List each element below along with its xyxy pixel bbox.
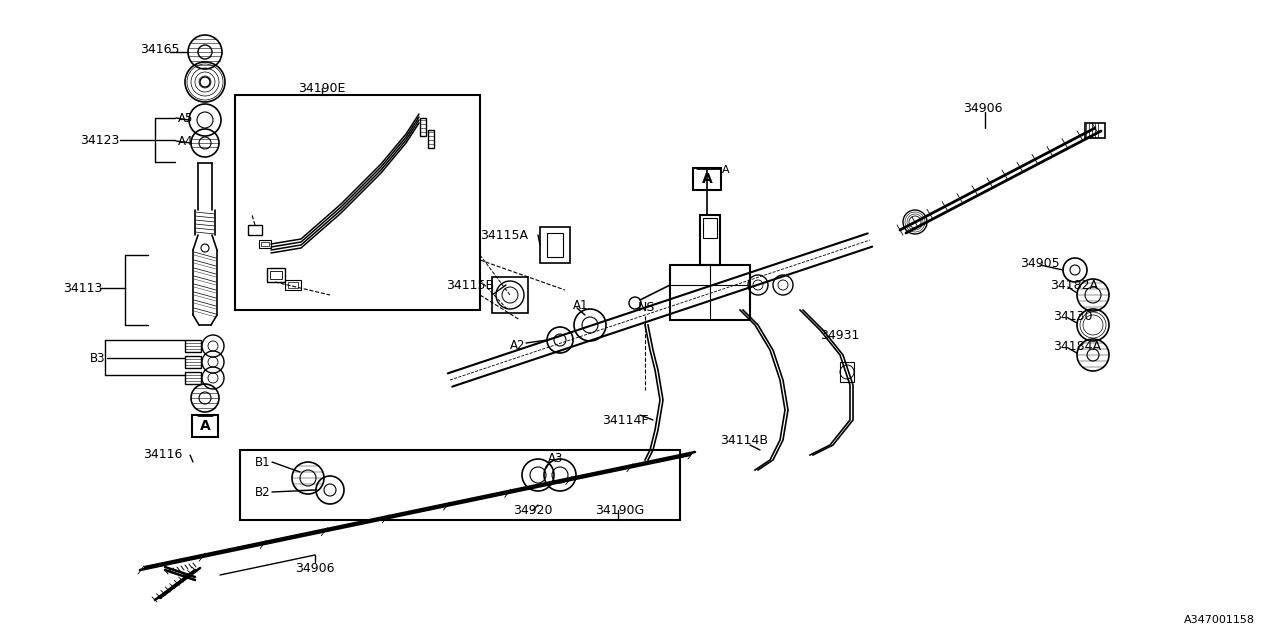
Bar xyxy=(840,362,854,382)
Bar xyxy=(492,277,529,313)
Text: A: A xyxy=(200,419,210,433)
Text: 34184A: 34184A xyxy=(1053,339,1101,353)
Bar xyxy=(547,233,563,257)
Text: 34114F: 34114F xyxy=(602,413,649,426)
Bar xyxy=(186,356,201,368)
Text: 34906: 34906 xyxy=(296,561,335,575)
Text: 34115A: 34115A xyxy=(480,228,529,241)
Bar xyxy=(540,227,570,263)
Bar xyxy=(186,372,201,384)
Text: 34905: 34905 xyxy=(1020,257,1060,269)
Bar xyxy=(241,450,680,520)
Text: A3: A3 xyxy=(548,451,563,465)
Text: B2: B2 xyxy=(255,486,270,499)
Bar xyxy=(259,240,271,248)
Text: A: A xyxy=(701,172,713,186)
Text: 34130: 34130 xyxy=(1053,310,1093,323)
Bar xyxy=(700,215,721,265)
Text: A5: A5 xyxy=(178,111,193,125)
Text: B3: B3 xyxy=(90,351,105,365)
Bar xyxy=(285,280,301,290)
Text: A: A xyxy=(722,165,730,175)
Text: A1: A1 xyxy=(573,298,589,312)
Bar xyxy=(270,271,282,279)
Text: NS: NS xyxy=(637,301,655,314)
Bar xyxy=(669,265,750,320)
Circle shape xyxy=(201,244,209,252)
Text: B1: B1 xyxy=(255,456,270,468)
Text: 34113: 34113 xyxy=(63,282,102,294)
Bar xyxy=(428,130,434,148)
Text: 34190E: 34190E xyxy=(298,81,346,95)
Text: 34165: 34165 xyxy=(140,42,179,56)
Bar xyxy=(703,218,717,238)
Bar xyxy=(268,268,285,282)
Bar xyxy=(192,415,218,437)
Text: 34931: 34931 xyxy=(820,328,859,342)
Text: 34906: 34906 xyxy=(963,102,1002,115)
Text: A2: A2 xyxy=(509,339,526,351)
Text: 34123: 34123 xyxy=(81,134,119,147)
Text: 34115B: 34115B xyxy=(445,278,494,291)
Bar xyxy=(692,168,721,190)
Bar xyxy=(288,282,298,288)
Bar xyxy=(248,225,262,235)
Text: 34190G: 34190G xyxy=(595,504,644,516)
Bar xyxy=(420,118,426,136)
Bar xyxy=(1085,123,1105,138)
Text: 34114B: 34114B xyxy=(721,433,768,447)
Bar xyxy=(186,340,201,352)
Text: 34182A: 34182A xyxy=(1050,278,1098,291)
Text: 34116: 34116 xyxy=(143,449,182,461)
Text: A347001158: A347001158 xyxy=(1184,615,1254,625)
Text: A4: A4 xyxy=(178,134,193,147)
Text: 34920: 34920 xyxy=(513,504,553,516)
Bar xyxy=(236,95,480,310)
Bar xyxy=(261,242,269,246)
